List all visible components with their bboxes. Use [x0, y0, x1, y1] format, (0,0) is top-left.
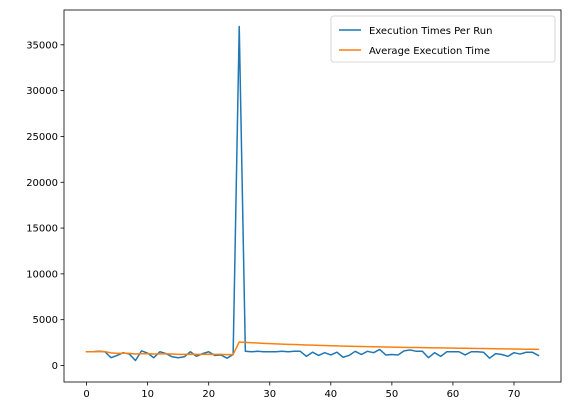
y-tick-label: 0: [52, 361, 58, 372]
y-tick-label: 30000: [26, 86, 58, 97]
x-tick-label: 0: [83, 389, 89, 400]
x-tick-label: 60: [447, 389, 460, 400]
y-tick-label: 15000: [26, 224, 58, 235]
y-tick-label: 20000: [26, 178, 58, 189]
x-tick-label: 20: [202, 389, 215, 400]
y-tick-label: 35000: [26, 40, 58, 51]
x-tick-label: 70: [508, 389, 521, 400]
legend-label-1: Average Execution Time: [369, 46, 490, 57]
legend-box: [330, 15, 556, 63]
y-tick-label: 25000: [26, 132, 58, 143]
x-tick-label: 50: [386, 389, 399, 400]
x-tick-label: 30: [263, 389, 276, 400]
series-line-0: [85, 25, 540, 362]
y-tick-label: 5000: [33, 315, 58, 326]
plot-layer: [85, 25, 540, 362]
axes-frame: [63, 9, 562, 383]
axes-layer: 0 10 20 30 40 50 60 70 0 5000 10000 15000 20000 25000…: [26, 9, 562, 400]
legend-label-0: Execution Times Per Run: [369, 26, 492, 37]
x-tick-label: 40: [324, 389, 337, 400]
legend: Execution Times Per Run Average Execution…: [330, 15, 556, 63]
x-tick-label: 10: [141, 389, 154, 400]
y-tick-label: 10000: [26, 269, 58, 280]
series-line-1: [85, 341, 540, 356]
